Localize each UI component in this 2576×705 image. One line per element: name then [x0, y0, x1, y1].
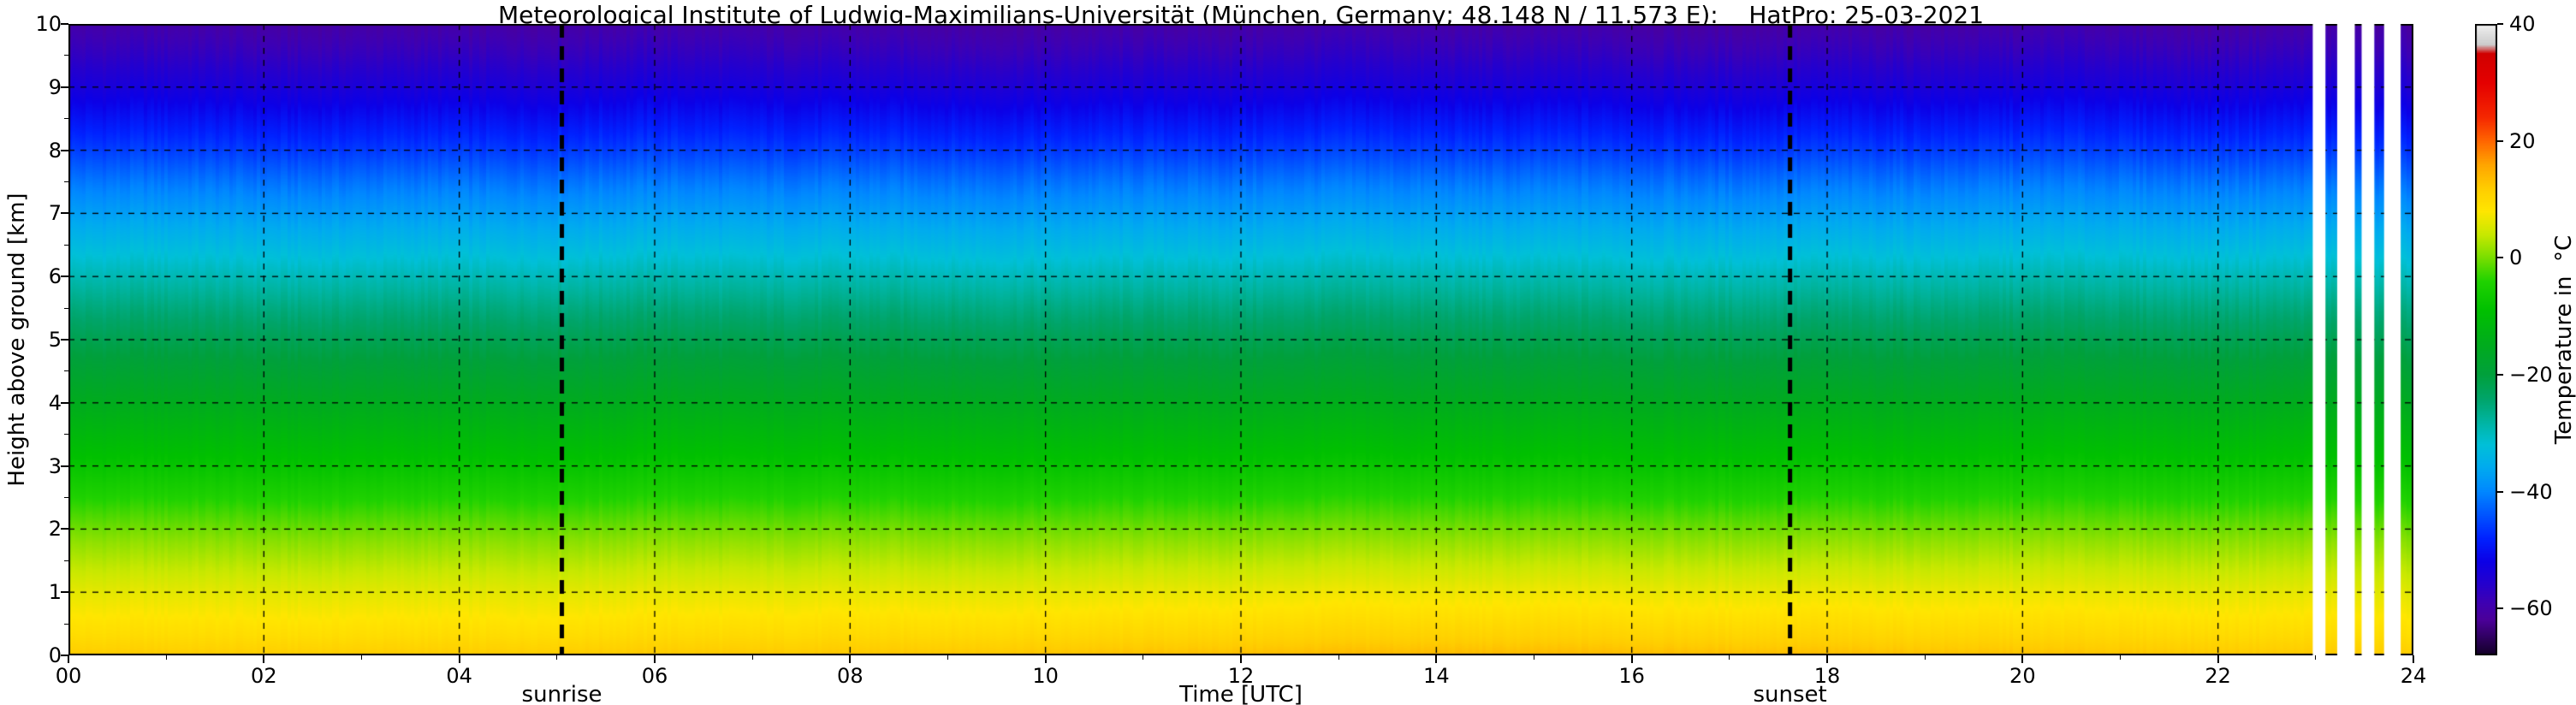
x-tick-mark — [1630, 655, 1633, 663]
x-tick-mark — [1826, 655, 1828, 663]
y-tick-label: 0 — [48, 643, 62, 667]
x-tick-mark — [2217, 655, 2219, 663]
colorbar-canvas — [2475, 24, 2497, 655]
colorbar-tick-mark — [2497, 490, 2503, 493]
x-tick-label: 08 — [837, 664, 864, 688]
x-tick-mark — [1435, 655, 1438, 663]
y-tick-mark — [61, 23, 68, 25]
x-tick-label: 20 — [2009, 664, 2036, 688]
x-tick-mark — [68, 655, 69, 663]
x-tick-mark — [2021, 655, 2024, 663]
y-tick-mark — [61, 212, 68, 215]
x-tick-mark — [1240, 655, 1242, 663]
x-minor-tick-mark — [2315, 655, 2317, 660]
x-tick-mark — [654, 655, 656, 663]
x-minor-tick-mark — [361, 655, 362, 660]
x-tick-label: 02 — [251, 664, 277, 688]
x-minor-tick-mark — [2120, 655, 2121, 660]
y-tick-mark — [61, 275, 68, 278]
colorbar-tick-mark — [2497, 607, 2503, 610]
temperature-heatmap-canvas — [68, 24, 2413, 655]
y-tick-label: 7 — [48, 201, 62, 226]
x-minor-tick-mark — [947, 655, 948, 660]
colorbar-tick-mark — [2497, 374, 2503, 376]
x-tick-label: 12 — [1227, 664, 1255, 688]
y-tick-label: 8 — [48, 138, 62, 163]
y-minor-tick-mark — [64, 244, 68, 246]
colorbar-tick-label: −60 — [2509, 596, 2553, 621]
y-tick-label: 4 — [48, 390, 62, 415]
x-tick-label: 00 — [55, 664, 82, 688]
y-tick-mark — [61, 655, 68, 656]
y-tick-mark — [61, 339, 68, 341]
x-tick-mark — [2413, 655, 2414, 663]
x-axis-label: Time [UTC] — [1179, 682, 1303, 705]
y-minor-tick-mark — [64, 497, 68, 498]
colorbar-tick-label: 40 — [2509, 12, 2536, 36]
y-tick-label: 6 — [48, 264, 62, 289]
x-tick-label: 14 — [1423, 664, 1450, 688]
x-tick-label: 04 — [446, 664, 472, 688]
x-tick-label: 16 — [1618, 664, 1645, 688]
x-tick-mark — [1044, 655, 1047, 663]
x-tick-label: 22 — [2205, 664, 2231, 688]
y-minor-tick-mark — [64, 118, 68, 120]
x-minor-tick-mark — [556, 655, 558, 660]
y-minor-tick-mark — [64, 623, 68, 625]
y-tick-label: 10 — [35, 12, 62, 36]
colorbar-tick-label: −20 — [2509, 363, 2553, 387]
y-tick-mark — [61, 401, 68, 404]
x-minor-tick-mark — [751, 655, 753, 660]
colorbar-tick-mark — [2497, 139, 2503, 142]
x-tick-label: 06 — [641, 664, 668, 688]
x-minor-tick-mark — [1924, 655, 1926, 660]
sunrise-label: sunrise — [521, 682, 602, 705]
x-tick-label: 10 — [1032, 664, 1059, 688]
colorbar-tick-label: −40 — [2509, 479, 2553, 504]
x-tick-mark — [263, 655, 265, 663]
y-minor-tick-mark — [64, 560, 68, 561]
y-tick-mark — [61, 591, 68, 594]
y-tick-mark — [61, 86, 68, 88]
x-minor-tick-mark — [1729, 655, 1730, 660]
colorbar-label: Temperature in °C — [2551, 234, 2576, 445]
y-tick-label: 1 — [48, 580, 62, 605]
x-minor-tick-mark — [165, 655, 167, 660]
x-tick-label: 24 — [2400, 664, 2427, 688]
y-tick-mark — [61, 465, 68, 467]
y-minor-tick-mark — [64, 370, 68, 372]
y-minor-tick-mark — [64, 307, 68, 309]
x-tick-label: 18 — [1813, 664, 1841, 688]
y-tick-mark — [61, 149, 68, 151]
y-tick-label: 9 — [48, 74, 62, 99]
y-minor-tick-mark — [64, 434, 68, 435]
colorbar-tick-label: 0 — [2509, 246, 2523, 270]
colorbar-tick-label: 20 — [2509, 128, 2536, 153]
x-minor-tick-mark — [1338, 655, 1339, 660]
y-minor-tick-mark — [64, 55, 68, 56]
y-tick-label: 3 — [48, 453, 62, 478]
y-tick-mark — [61, 528, 68, 530]
colorbar-tick-mark — [2497, 23, 2503, 25]
sunset-label: sunset — [1753, 682, 1827, 705]
x-tick-mark — [849, 655, 852, 663]
y-tick-label: 5 — [48, 328, 62, 352]
colorbar-tick-mark — [2497, 257, 2503, 259]
y-tick-label: 2 — [48, 517, 62, 542]
x-tick-mark — [458, 655, 460, 663]
y-minor-tick-mark — [64, 181, 68, 182]
